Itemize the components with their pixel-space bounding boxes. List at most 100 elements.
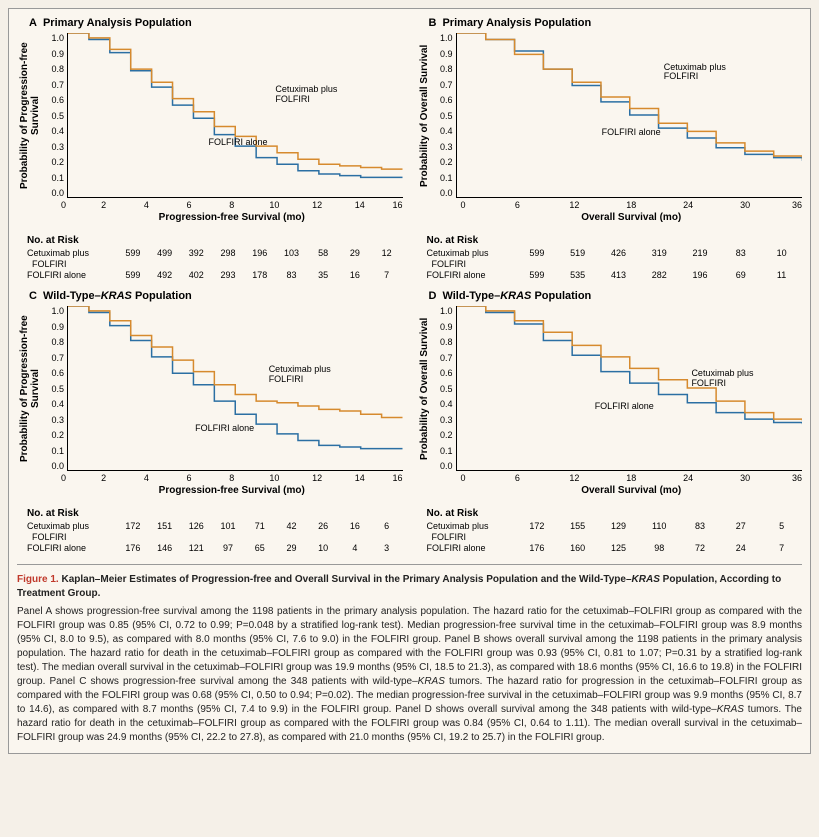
x-tick-label: 0 [461, 200, 489, 210]
y-tick-label: 0.9 [432, 49, 453, 59]
risk-value: 402 [180, 270, 212, 281]
risk-row-label: Cetuximab plus FOLFIRI [27, 521, 117, 543]
chart-box: Probability of Overall Survival1.0 0.9 0.8… [417, 33, 803, 198]
risk-value: 176 [117, 543, 149, 554]
x-tick-label: 16 [381, 473, 402, 483]
caption-body: Panel A shows progression-free survival … [17, 605, 802, 745]
panel-C: CWild-Type–KRAS PopulationProbability of… [17, 290, 403, 553]
risk-row-values: 5995354132821966911 [517, 270, 803, 281]
x-axis-ticks: 061218243036 [461, 200, 803, 210]
y-tick-label: 0.9 [43, 322, 64, 332]
panel-letter: B [429, 17, 437, 29]
series-label-folfiri: FOLFIRI alone [208, 138, 267, 148]
panel-letter: A [29, 17, 37, 29]
caption-heading: Figure 1. Kaplan–Meier Estimates of Prog… [17, 573, 802, 601]
y-axis-ticks: 1.00.90.80.70.60.50.40.30.20.10.0 [43, 33, 67, 198]
risk-title: No. at Risk [27, 508, 403, 519]
series-label-cetuximab: Cetuximab plusFOLFIRI [691, 369, 753, 389]
risk-value: 83 [276, 270, 308, 281]
risk-value: 160 [557, 543, 598, 554]
x-tick-label: 12 [546, 473, 603, 483]
y-tick-label: 0.5 [432, 111, 453, 121]
x-tick-label: 6 [168, 200, 211, 210]
risk-value: 83 [680, 521, 721, 543]
risk-value: 599 [517, 270, 558, 281]
y-tick-label: 0.0 [432, 188, 453, 198]
risk-row-values: 1761601259872247 [517, 543, 803, 554]
y-tick-label: 0.1 [43, 446, 64, 456]
risk-value: 24 [720, 543, 761, 554]
risk-row-folfiri: FOLFIRI alone5995354132821966911 [427, 270, 803, 281]
y-axis-label: Probability of Overall Survival [417, 33, 432, 198]
figure-container: APrimary Analysis PopulationProbability … [8, 8, 811, 754]
risk-row-label: FOLFIRI alone [27, 270, 117, 281]
risk-value: 98 [639, 543, 680, 554]
risk-row-values: 17215512911083275 [517, 521, 803, 543]
risk-row-values: 5995194263192198310 [517, 248, 803, 270]
panel-title: DWild-Type–KRAS Population [429, 290, 803, 302]
risk-value: 16 [339, 270, 371, 281]
risk-value: 16 [339, 521, 371, 543]
y-tick-label: 0.3 [432, 142, 453, 152]
panels-grid: APrimary Analysis PopulationProbability … [17, 17, 802, 554]
x-axis-label: Overall Survival (mo) [461, 212, 803, 223]
plot-area: Cetuximab plusFOLFIRI FOLFIRI alone [456, 306, 803, 471]
risk-value: 319 [639, 248, 680, 270]
chart-box: Probability of Overall Survival1.00.90.8… [417, 306, 803, 471]
risk-value: 129 [598, 521, 639, 543]
y-tick-label: 0.4 [432, 126, 453, 136]
y-tick-label: 0.8 [43, 64, 64, 74]
y-tick-label: 0.6 [43, 95, 64, 105]
caption-heading-text: Kaplan–Meier Estimates of Progression-fr… [17, 574, 781, 599]
series-label-folfiri: FOLFIRI alone [195, 424, 254, 434]
risk-value: 83 [720, 248, 761, 270]
risk-value: 3 [371, 543, 403, 554]
risk-row-folfiri: FOLFIRI alone1761601259872247 [427, 543, 803, 554]
risk-value: 298 [212, 248, 244, 270]
risk-value: 151 [149, 521, 181, 543]
y-tick-label: 0.7 [432, 80, 453, 90]
y-tick-label: 0.5 [43, 384, 64, 394]
series-cetuximab-folfiri [457, 33, 803, 159]
y-tick-label: 1.0 [432, 33, 453, 43]
risk-value: 176 [517, 543, 558, 554]
y-tick-label: 0.8 [432, 64, 453, 74]
x-tick-label: 24 [660, 200, 717, 210]
risk-row-label: Cetuximab plus FOLFIRI [427, 248, 517, 270]
x-tick-label: 30 [717, 473, 774, 483]
risk-value: 392 [180, 248, 212, 270]
risk-value: 499 [149, 248, 181, 270]
km-curves-svg [457, 33, 803, 197]
risk-value: 6 [371, 521, 403, 543]
y-tick-label: 0.5 [432, 384, 453, 394]
series-label-folfiri: FOLFIRI alone [595, 402, 654, 412]
risk-value: 219 [680, 248, 721, 270]
y-tick-label: 0.2 [432, 157, 453, 167]
risk-value: 599 [117, 248, 149, 270]
risk-value: 12 [371, 248, 403, 270]
chart-box: Probability of Progression-free Survival… [17, 33, 403, 198]
panel-title: APrimary Analysis Population [29, 17, 403, 29]
risk-value: 103 [276, 248, 308, 270]
risk-value: 155 [557, 521, 598, 543]
series-folfiri-alone [68, 33, 403, 177]
risk-value: 11 [761, 270, 802, 281]
y-tick-label: 0.7 [43, 353, 64, 363]
x-tick-label: 8 [210, 473, 253, 483]
risk-value: 29 [276, 543, 308, 554]
x-tick-label: 6 [489, 473, 546, 483]
y-tick-label: 0.1 [432, 446, 453, 456]
y-tick-label: 0.1 [43, 173, 64, 183]
risk-row-cetuximab: Cetuximab plus FOLFIRI17215512911083275 [427, 521, 803, 543]
km-curves-svg [68, 33, 403, 197]
risk-row-label: Cetuximab plus FOLFIRI [427, 521, 517, 543]
y-tick-label: 0.7 [432, 353, 453, 363]
x-axis-ticks: 0246810121416 [61, 200, 403, 210]
y-tick-label: 0.6 [43, 368, 64, 378]
y-tick-label: 0.6 [432, 368, 453, 378]
y-axis-ticks: 1.00.90.80.70.60.50.40.30.20.10.0 [432, 33, 456, 198]
y-tick-label: 0.2 [432, 430, 453, 440]
panel-population: Primary Analysis Population [442, 17, 591, 29]
risk-value: 426 [598, 248, 639, 270]
risk-value: 535 [557, 270, 598, 281]
